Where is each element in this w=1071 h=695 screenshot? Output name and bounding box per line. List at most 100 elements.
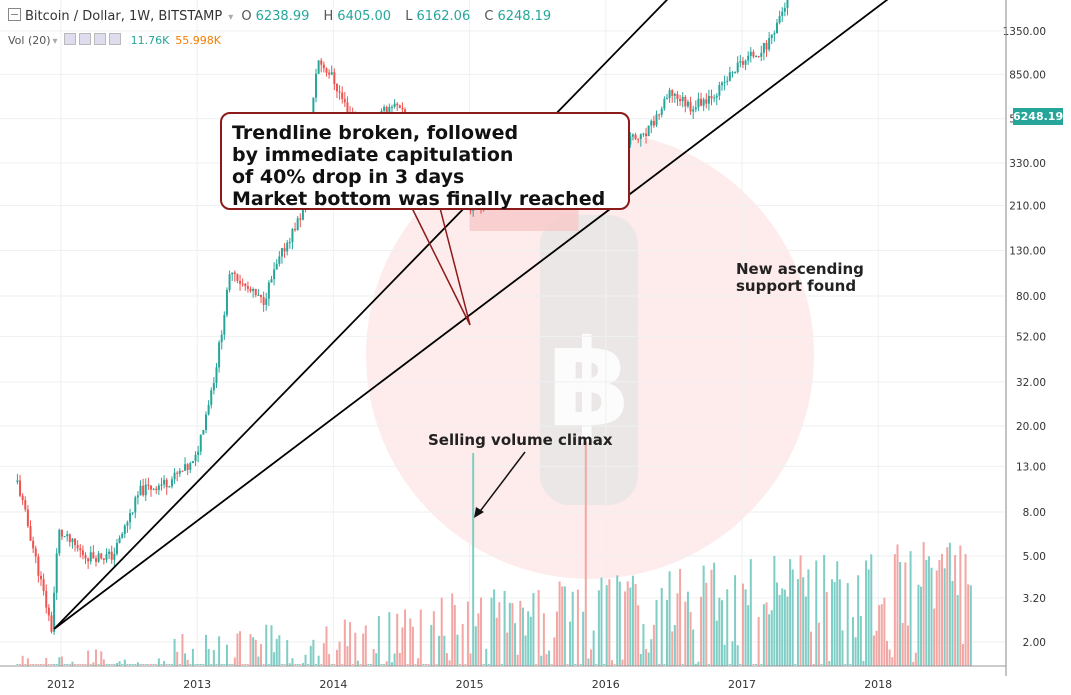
volume-bar [582,611,585,666]
candle-body [634,134,637,139]
candle-body [341,92,344,100]
candle-body [663,98,666,109]
volume-bar [178,664,181,665]
volume-bar [655,599,658,666]
candle-body [322,64,325,69]
volume-bar [600,577,603,666]
candle-body [637,138,640,140]
candle-body [335,83,338,92]
volume-bar [307,664,310,665]
volume-bar [514,623,517,666]
candle-body [121,533,124,538]
candle-body [673,94,676,96]
candle-body [147,484,150,486]
volume-bar [652,624,655,666]
candle-body [684,96,687,107]
volume-legend: Vol (20) ▾ 11.76K 55.998K [8,33,221,47]
volume-bar [925,560,928,666]
volume-bar [126,664,129,665]
volume-bar [487,664,490,665]
settings-icon[interactable] [79,33,92,45]
candle-body [330,72,333,75]
volume-bar [964,554,967,666]
volume-bar [309,645,312,666]
volume-bar [550,664,553,665]
x-tick-label: 2012 [47,678,75,691]
candle-body [650,120,653,126]
chevron-down-icon[interactable]: ▾ [228,12,234,23]
y-tick-label: 2.00 [1023,637,1046,649]
volume-bar [39,664,42,665]
volume-bar [794,664,797,665]
volume-bar [47,664,50,665]
candle-body [262,297,265,305]
candle-body [205,414,208,431]
volume-bar [500,664,503,665]
candle-body [762,42,765,53]
candle-body [16,480,19,483]
volume-bar [239,631,242,666]
volume-bar [862,660,865,666]
volume-bar [849,664,852,665]
volume-bar [542,613,545,666]
candle-body [94,558,97,562]
volume-bar [707,664,710,665]
candle-body [747,55,750,61]
volume-label[interactable]: Vol (20) [8,34,51,47]
candle-body [79,548,82,551]
volume-bar [634,584,637,666]
close-icon[interactable] [109,33,122,45]
trendline [53,0,889,630]
y-tick-label: 32.00 [1016,377,1046,389]
candle-body [328,72,331,75]
volume-bar [370,664,373,665]
volume-value: 11.76K [130,34,170,47]
volume-bar [566,664,569,665]
candle-body [165,479,168,488]
volume-bar [123,659,126,666]
volume-bar [629,587,632,666]
candle-body [181,470,184,472]
candle-body [163,479,166,485]
volume-bar [671,631,674,666]
volume-bar [477,613,480,666]
volume-bar [443,635,446,666]
chevron-down-icon[interactable]: ▾ [52,36,58,47]
volume-bar [131,664,134,665]
collapse-icon[interactable] [8,8,21,21]
plus-icon[interactable] [94,33,107,45]
volume-bar [411,626,414,666]
volume-bar [904,562,907,666]
volume-bar [624,591,627,666]
eye-icon[interactable] [64,33,77,45]
x-tick-label: 2015 [456,678,484,691]
volume-bar [129,664,132,665]
volume-bar [668,571,671,666]
candle-body [84,555,87,559]
candle-body [50,615,53,632]
watermark-deco: ฿ [366,131,814,579]
y-tick-label: 1350.00 [1003,26,1046,38]
volume-bar [833,582,836,666]
candle-body [273,269,276,280]
volume-bar [595,664,598,665]
volume-bar [959,545,962,666]
symbol-label[interactable]: Bitcoin / Dollar, 1W, BITSTAMP [25,9,223,24]
candle-body [749,51,752,56]
volume-bar [157,658,160,666]
candle-body [726,80,729,82]
candle-body [215,367,218,384]
candle-body [212,383,215,391]
volume-bar [155,664,158,665]
volume-bar [100,651,103,666]
volume-bar [684,601,687,666]
volume-bar [453,605,456,666]
candle-body [299,218,302,220]
volume-bar [537,590,540,666]
volume-bar [249,634,252,666]
volume-bar [144,664,147,665]
candle-body [142,485,145,496]
volume-bar [673,624,676,666]
candle-body [775,22,778,34]
